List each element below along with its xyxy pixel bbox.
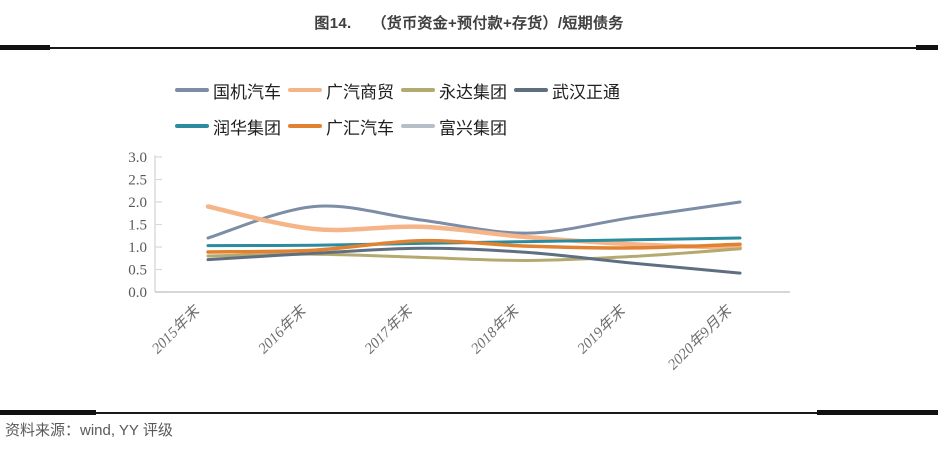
x-tick-label: 2015年末 bbox=[148, 301, 204, 357]
x-tick-label-group: 2016年末 bbox=[255, 301, 311, 357]
series-line-国机汽车 bbox=[206, 200, 742, 240]
y-tick-label: 1.5 bbox=[128, 218, 147, 234]
x-tick-label-group: 2019年末 bbox=[574, 301, 630, 357]
legend-swatch bbox=[401, 88, 435, 92]
x-tick-label-group: 2015年末 bbox=[148, 301, 204, 357]
legend-swatch bbox=[401, 124, 435, 128]
legend-item: 广汇汽车 bbox=[288, 114, 396, 139]
legend-label: 国机汽车 bbox=[213, 82, 281, 102]
x-tick-label: 2019年末 bbox=[574, 301, 630, 357]
x-tick-label: 2016年末 bbox=[255, 301, 311, 357]
x-tick-label: 2017年末 bbox=[361, 301, 417, 357]
legend-item: 国机汽车 bbox=[175, 78, 283, 103]
title-divider bbox=[0, 47, 938, 49]
legend-label: 广汇汽车 bbox=[326, 118, 394, 138]
legend-label: 润华集团 bbox=[213, 118, 281, 138]
x-tick-label-group: 2017年末 bbox=[361, 301, 417, 357]
legend-label: 永达集团 bbox=[439, 82, 507, 102]
y-tick-label: 0.0 bbox=[128, 285, 147, 301]
y-tick-label: 2.5 bbox=[128, 173, 147, 189]
title-divider-cap-left bbox=[0, 45, 50, 50]
legend-swatch bbox=[175, 124, 209, 128]
footer-divider bbox=[0, 412, 938, 414]
x-tick-label-group: 2018年末 bbox=[468, 301, 524, 357]
y-tick-label: 0.5 bbox=[128, 263, 147, 279]
figure-title: 图14. （货币资金+预付款+存货）/短期债务 bbox=[0, 12, 938, 33]
y-tick-label: 2.0 bbox=[128, 195, 147, 211]
legend-label: 武汉正通 bbox=[552, 82, 620, 102]
series-line-广汇汽车 bbox=[206, 238, 742, 254]
series-line-武汉正通 bbox=[206, 246, 742, 275]
legend-row: 润华集团 广汇汽车 富兴集团 bbox=[175, 108, 627, 144]
source-note: 资料来源：wind, YY 评级 bbox=[5, 422, 173, 439]
legend-item: 富兴集团 bbox=[401, 114, 509, 139]
legend-item: 润华集团 bbox=[175, 114, 283, 139]
x-tick-label: 2020年9月末 bbox=[664, 301, 736, 373]
y-tick-label: 1.0 bbox=[128, 240, 147, 256]
legend-swatch bbox=[288, 124, 322, 128]
footer-divider-cap-left bbox=[0, 410, 96, 415]
figure-title-text: （货币资金+预付款+存货）/短期债务 bbox=[371, 15, 624, 32]
legend-item: 广汽商贸 bbox=[288, 78, 396, 103]
legend-item: 武汉正通 bbox=[514, 78, 622, 103]
legend-item: 永达集团 bbox=[401, 78, 509, 103]
legend-swatch bbox=[175, 88, 209, 92]
footer-divider-cap-right bbox=[817, 410, 938, 415]
legend-row: 国机汽车 广汽商贸 永达集团 武汉正通 bbox=[175, 72, 627, 108]
x-tick-label: 2018年末 bbox=[468, 301, 524, 357]
y-tick-label: 3.0 bbox=[128, 150, 147, 166]
title-divider-cap-right bbox=[916, 45, 938, 50]
legend-label: 广汽商贸 bbox=[326, 82, 394, 102]
x-tick-label-group: 2020年9月末 bbox=[664, 301, 736, 373]
legend-label: 富兴集团 bbox=[439, 118, 507, 138]
series-line-广汽商贸 bbox=[205, 204, 743, 251]
chart-legend: 国机汽车 广汽商贸 永达集团 武汉正通润华集团 广汇汽车 富兴集团 bbox=[175, 72, 627, 144]
legend-swatch bbox=[514, 88, 548, 92]
figure-number: 图14. bbox=[314, 15, 352, 32]
legend-swatch bbox=[288, 87, 322, 93]
